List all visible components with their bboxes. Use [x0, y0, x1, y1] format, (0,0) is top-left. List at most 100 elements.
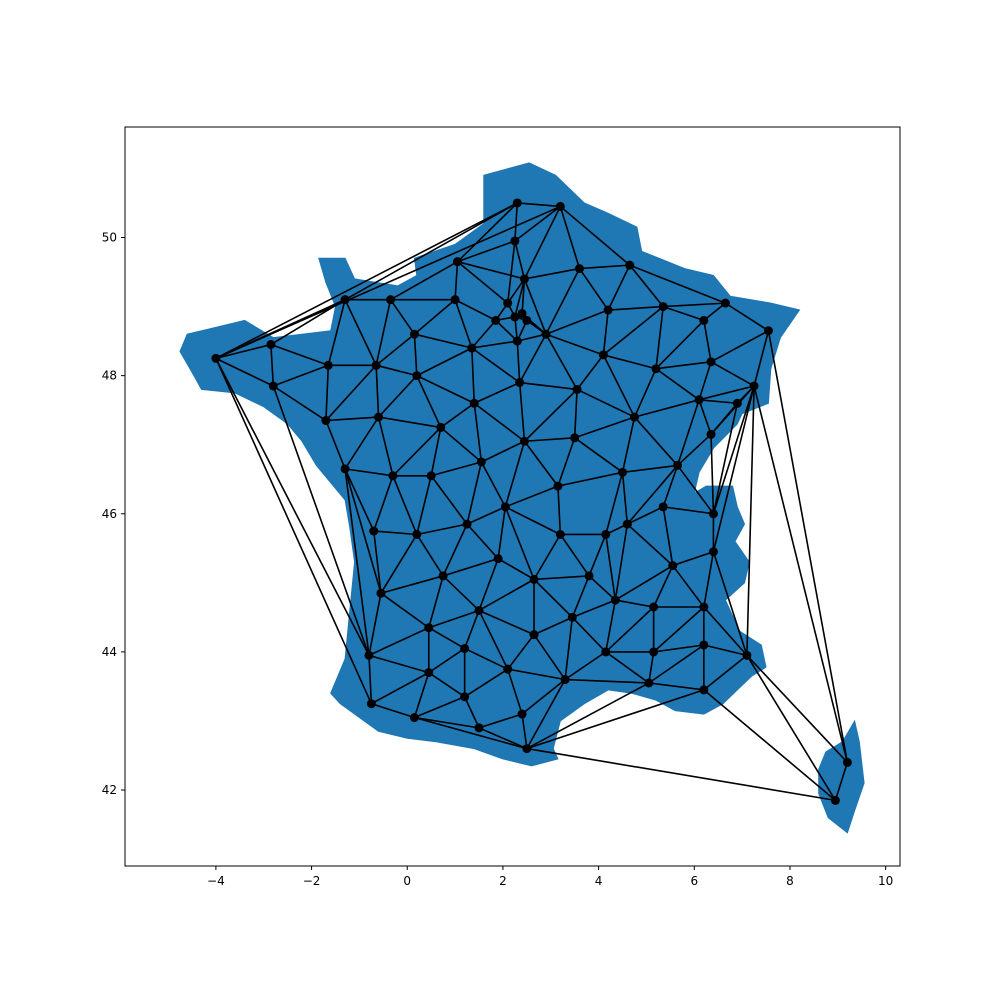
triangulation-edge [466, 523, 499, 560]
centroid-node [570, 433, 580, 443]
centroid-node [467, 343, 477, 353]
triangulation-edge [559, 206, 581, 269]
centroid-node [699, 640, 709, 650]
centroid-node [629, 412, 639, 422]
triangulation-edge [834, 762, 849, 801]
centroid-node [364, 650, 374, 660]
triangulation-edge [533, 578, 573, 618]
triangulation-edge [457, 260, 525, 280]
centroid-node [510, 236, 520, 246]
triangulation-edge [416, 375, 442, 428]
triangulation-edge [505, 485, 559, 508]
triangulation-edge [373, 475, 394, 532]
triangulation-edge [574, 437, 623, 473]
triangulation-edge [559, 205, 631, 266]
centroid-node [830, 795, 840, 805]
triangulation-edge [573, 389, 578, 438]
corsica-outline [818, 719, 865, 834]
triangulation-edge [514, 202, 519, 242]
triangulation-edge [746, 385, 755, 656]
centroid-node [409, 329, 419, 339]
triangulation-edge [703, 320, 712, 362]
triangulation-edge [344, 468, 394, 477]
triangulation-edge [270, 344, 275, 387]
triangulation-edge [380, 592, 430, 629]
triangulation-edge [428, 627, 466, 650]
triangulation-edge [504, 506, 535, 580]
triangulation-edge [564, 617, 574, 680]
triangulation-edge [272, 385, 370, 656]
centroid-node [749, 381, 759, 391]
triangulation-edge [507, 634, 535, 670]
x-axis-ticks: −4 −2 0 2 4 6 8 10 [207, 866, 893, 888]
triangulation-edge [478, 727, 528, 750]
centroid-node [412, 371, 422, 381]
centroid-node [491, 315, 501, 325]
triangulation-edge [473, 381, 521, 404]
triangulation-edge [371, 702, 415, 719]
triangulation-edge [514, 205, 561, 242]
triangulation-edge [712, 551, 748, 656]
triangulation-edge [703, 689, 836, 802]
centroid-node [644, 678, 654, 688]
triangulation-edge [430, 461, 482, 477]
centroid-node [625, 260, 635, 270]
triangulation-edge [215, 202, 518, 360]
triangulation-edge [572, 599, 616, 619]
triangulation-edge [344, 468, 382, 594]
triangulation-edge [428, 575, 444, 628]
centroid-node [598, 350, 608, 360]
triangulation-edge [629, 264, 726, 304]
triangulation-edge [648, 651, 655, 684]
triangulation-edge [507, 668, 566, 681]
plot-area [179, 162, 865, 834]
triangulation-edge [523, 440, 559, 487]
centroid-node [529, 574, 539, 584]
centroid-node [424, 668, 434, 678]
triangulation-edge [526, 689, 705, 750]
centroid-node [476, 457, 486, 467]
x-tick-label: −2 [303, 874, 321, 888]
triangulation-edge [653, 644, 704, 653]
centroid-node [474, 605, 484, 615]
centroid-node [720, 298, 730, 308]
triangulation-edge [629, 264, 664, 308]
triangulation-edge [604, 534, 617, 601]
triangulation-edge [428, 671, 466, 698]
centroid-node [567, 612, 577, 622]
triangulation-edge [273, 364, 329, 387]
triangulation-edge [414, 696, 465, 719]
triangulation-edge [565, 678, 649, 684]
triangulation-edge [442, 523, 468, 577]
centroid-node [668, 561, 678, 571]
centroid-node [694, 395, 704, 405]
triangulation-edge [471, 319, 497, 349]
centroid-node [323, 360, 333, 370]
triangulation-edge [368, 655, 373, 704]
triangulation-edge [655, 368, 700, 401]
triangulation-edge [454, 261, 459, 300]
triangulation-edge [325, 364, 377, 422]
triangulation-edge [578, 268, 609, 311]
triangulation-edge [375, 299, 392, 366]
triangulation-edge [746, 654, 837, 801]
x-tick-label: 6 [690, 874, 698, 888]
triangulation-edge [579, 264, 630, 270]
x-tick-label: −4 [207, 874, 225, 888]
y-tick-label: 50 [102, 231, 117, 245]
y-tick-label: 44 [102, 645, 117, 659]
triangulation-edge [414, 333, 473, 349]
centroid-node [515, 378, 525, 388]
centroid-node [572, 384, 582, 394]
triangulation-edge [413, 299, 456, 335]
triangulation-edge [746, 654, 848, 763]
triangulation-edge [478, 609, 535, 636]
triangulation-edge [463, 696, 480, 729]
centroid-node [763, 326, 773, 336]
triangulation-edge [506, 240, 516, 304]
triangulation-edge [526, 679, 566, 749]
centroid-node [321, 416, 331, 426]
triangulation-edge [215, 343, 272, 360]
triangulation-edge [648, 644, 705, 684]
triangulation-edge [653, 606, 705, 653]
